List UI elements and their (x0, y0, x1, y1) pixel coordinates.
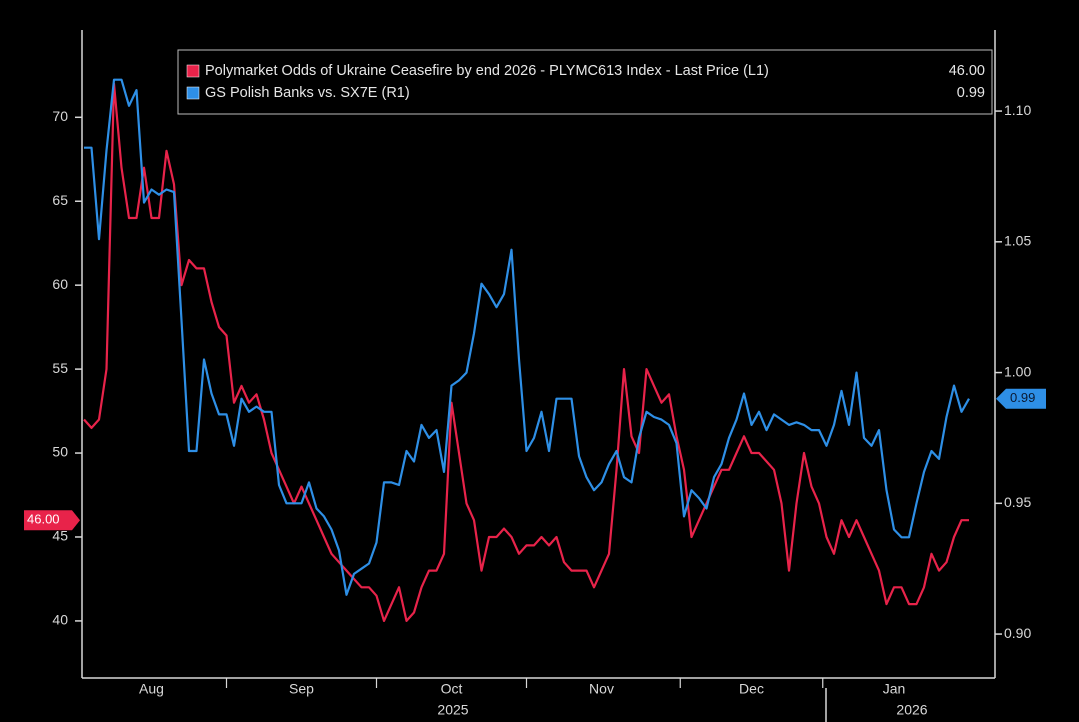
last-value-tag-label: 46.00 (27, 512, 60, 527)
y2-tick-label: 1.10 (1004, 102, 1031, 118)
last-value-tag-label: 0.99 (1010, 390, 1035, 405)
y2-tick-label: 0.90 (1004, 625, 1031, 641)
year-label: 2025 (437, 702, 468, 718)
legend-swatch (186, 64, 200, 78)
x-tick-label: Dec (739, 681, 764, 697)
series-line (84, 78, 970, 596)
legend-value: 0.99 (957, 85, 985, 101)
y-tick-label: 55 (52, 360, 68, 376)
y-tick-label: 40 (52, 612, 68, 628)
y-tick-label: 65 (52, 192, 68, 208)
series-line (83, 82, 969, 622)
legend-value: 46.00 (949, 63, 985, 79)
y2-tick-label: 1.05 (1004, 233, 1031, 249)
y2-tick-label: 0.95 (1004, 494, 1031, 510)
last-value-tag (996, 388, 1046, 409)
x-tick-label: Oct (441, 681, 463, 697)
y-tick-label: 70 (52, 108, 68, 124)
y-tick-label: 60 (52, 276, 68, 292)
legend-label: GS Polish Banks vs. SX7E (R1) (205, 85, 410, 101)
y-tick-label: 50 (52, 444, 68, 460)
x-tick-label: Jan (883, 681, 906, 697)
legend-box (177, 49, 993, 115)
legend-label: Polymarket Odds of Ukraine Ceasefire by … (205, 63, 769, 79)
last-value-tag (24, 510, 80, 531)
y2-tick-label: 1.00 (1004, 363, 1031, 379)
legend-swatch (186, 86, 200, 100)
x-tick-label: Aug (139, 681, 164, 697)
x-tick-label: Sep (289, 681, 314, 697)
year-label: 2026 (896, 702, 927, 718)
y-tick-label: 45 (52, 528, 68, 544)
legend: Polymarket Odds of Ukraine Ceasefire by … (177, 49, 993, 115)
plot-area (83, 78, 970, 622)
x-tick-label: Nov (589, 681, 614, 697)
